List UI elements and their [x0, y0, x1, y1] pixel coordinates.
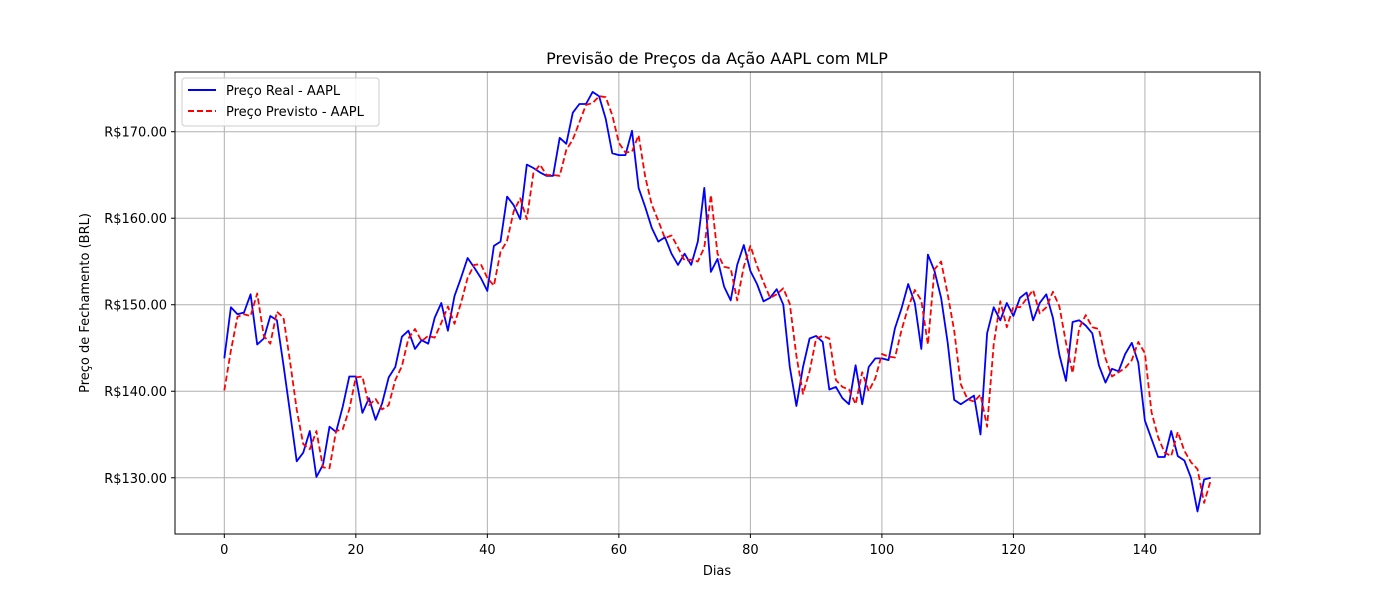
legend: Preço Real - AAPL Preço Previsto - AAPL — [181, 77, 380, 127]
x-tick-label: 140 — [1133, 543, 1158, 558]
x-tick-label: 60 — [611, 543, 628, 558]
x-tick-label: 40 — [479, 543, 496, 558]
legend-label-predicted: Preço Previsto - AAPL — [226, 105, 365, 120]
y-tick-label: R$170.00 — [104, 126, 167, 141]
x-tick-label: 100 — [869, 543, 894, 558]
x-tick-label: 20 — [348, 543, 365, 558]
x-tick-label: 80 — [742, 543, 759, 558]
series-lines — [223, 91, 1212, 513]
x-axis: 0 20 40 60 80 100 120 140 — [220, 534, 1157, 558]
chart-title: Previsão de Preços da Ação AAPL com MLP — [546, 49, 888, 68]
y-tick-label: R$140.00 — [104, 385, 167, 400]
series-line-real — [223, 91, 1211, 513]
series-line-predicted — [223, 95, 1212, 504]
grid-lines — [175, 72, 1260, 534]
x-axis-label: Dias — [703, 564, 732, 579]
x-tick-label: 0 — [220, 543, 228, 558]
y-axis: R$130.00 R$140.00 R$150.00 R$160.00 R$170.00 — [104, 126, 175, 487]
plot-area-frame — [174, 71, 1261, 535]
y-tick-label: R$160.00 — [104, 212, 167, 227]
legend-label-real: Preço Real - AAPL — [226, 84, 341, 99]
y-axis-label: Preço de Fechamento (BRL) — [78, 213, 93, 393]
y-tick-label: R$130.00 — [104, 472, 167, 487]
legend-box — [181, 77, 380, 127]
y-tick-label: R$150.00 — [104, 299, 167, 314]
x-tick-label: 120 — [1001, 543, 1026, 558]
